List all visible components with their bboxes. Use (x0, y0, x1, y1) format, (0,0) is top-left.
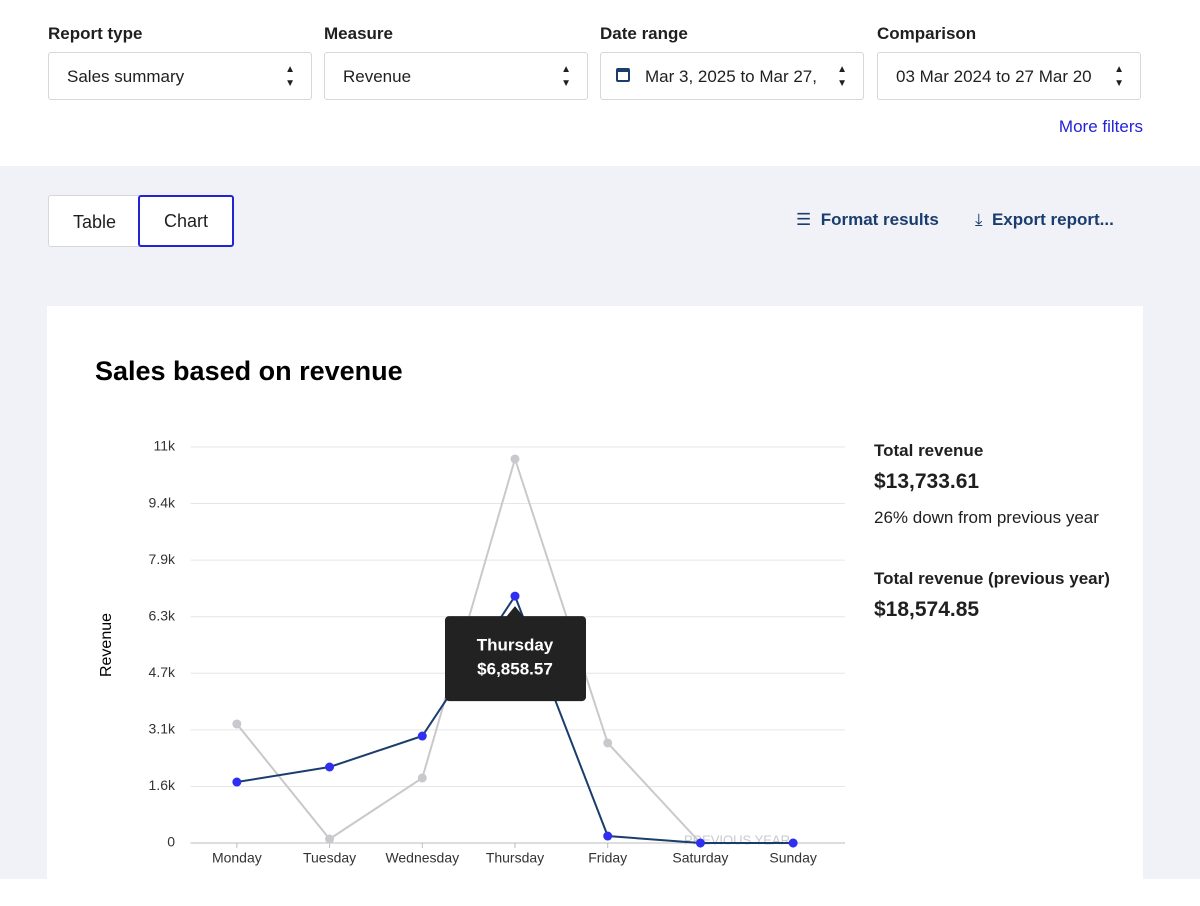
x-tick-label: Friday (588, 850, 627, 866)
point (603, 831, 613, 841)
x-tick-label: Saturday (672, 850, 728, 866)
calendar-icon (616, 68, 630, 82)
y-tick-label: 3.1k (149, 721, 176, 737)
tab[interactable]: Table (48, 195, 140, 247)
y-tick-label: 6.3k (149, 607, 176, 623)
more-filters-link[interactable]: More filters (1058, 117, 1143, 136)
x-tick-label: Wednesday (385, 850, 459, 866)
filter-label: Report type (48, 24, 143, 43)
y-tick-label: 0 (167, 834, 175, 850)
y-tick-label: 9.4k (149, 494, 176, 510)
tooltip-value: $6,858.57 (477, 660, 553, 679)
spinner-icon: ▲ ▼ (1114, 64, 1124, 89)
point (510, 454, 520, 464)
y-tick-label: 4.7k (149, 664, 176, 680)
x-tick-label: Thursday (486, 850, 544, 866)
stat-label: Total revenue (874, 441, 984, 460)
filter-label: Date range (600, 24, 688, 43)
tooltip-arrow (506, 606, 524, 618)
filter-select[interactable]: Sales summary ▲ ▼ (48, 52, 312, 100)
spinner-icon: ▲ ▼ (561, 64, 571, 89)
filter-value: Mar 3, 2025 to Mar 27, (645, 67, 817, 86)
point (232, 777, 242, 787)
x-tick-label: Monday (212, 850, 262, 866)
x-tick-label: Sunday (769, 850, 816, 866)
spinner-icon: ▲ ▼ (285, 64, 295, 89)
filter-value: Sales summary (67, 67, 185, 86)
filter-select[interactable]: Mar 3, 2025 to Mar 27, ▲ ▼ (600, 52, 864, 100)
point (788, 838, 798, 848)
y-tick-label: 1.6k (149, 777, 176, 793)
x-tick-label: Tuesday (303, 850, 356, 866)
point (232, 719, 242, 729)
point (417, 773, 427, 783)
tab-active[interactable]: Chart (138, 195, 234, 247)
tooltip: Thursday $6,858.57 (445, 606, 586, 702)
chart-title: Sales based on revenue (95, 356, 403, 386)
filter-label: Comparison (877, 24, 977, 43)
y-axis-label: Revenue (98, 613, 115, 677)
stat-note: 26% down from previous year (874, 508, 1099, 527)
point (603, 738, 613, 748)
tooltip-category: Thursday (477, 636, 554, 655)
export-report[interactable]: ⤓ Export report... (975, 210, 1114, 230)
stat-label: Total revenue (previous year) (874, 569, 1110, 588)
y-tick-label: 11k (153, 438, 176, 454)
label: Format results (820, 210, 939, 229)
label: Export report... (991, 210, 1114, 229)
icon: ☰ (796, 210, 821, 229)
stat-value: $18,574.85 (874, 598, 980, 621)
filter-value: Revenue (343, 67, 412, 86)
filter-value: 03 Mar 2024 to 27 Mar 20 (896, 67, 1092, 86)
point (510, 591, 520, 601)
point (417, 731, 427, 741)
spinner-icon: ▲ ▼ (837, 64, 847, 89)
chart-card (47, 306, 1143, 906)
point (325, 762, 335, 772)
tooltip-box (445, 616, 586, 702)
filter-select[interactable]: 03 Mar 2024 to 27 Mar 20 ▲ ▼ (877, 52, 1141, 100)
format-results[interactable]: ☰ Format results (796, 210, 939, 230)
stat-value: $13,733.61 (874, 470, 980, 493)
page: Report type Sales summary ▲ ▼ Measure Revenue… (0, 24, 1200, 879)
filter-label: Measure (324, 24, 393, 43)
filter-select[interactable]: Revenue ▲ ▼ (324, 52, 588, 100)
point (325, 834, 335, 844)
point (695, 838, 705, 848)
y-tick-label: 7.9k (149, 551, 176, 567)
chart: Sales based on revenue Revenue 0 1.6k 3.1k… (95, 356, 845, 866)
icon: ⤓ (975, 210, 992, 229)
